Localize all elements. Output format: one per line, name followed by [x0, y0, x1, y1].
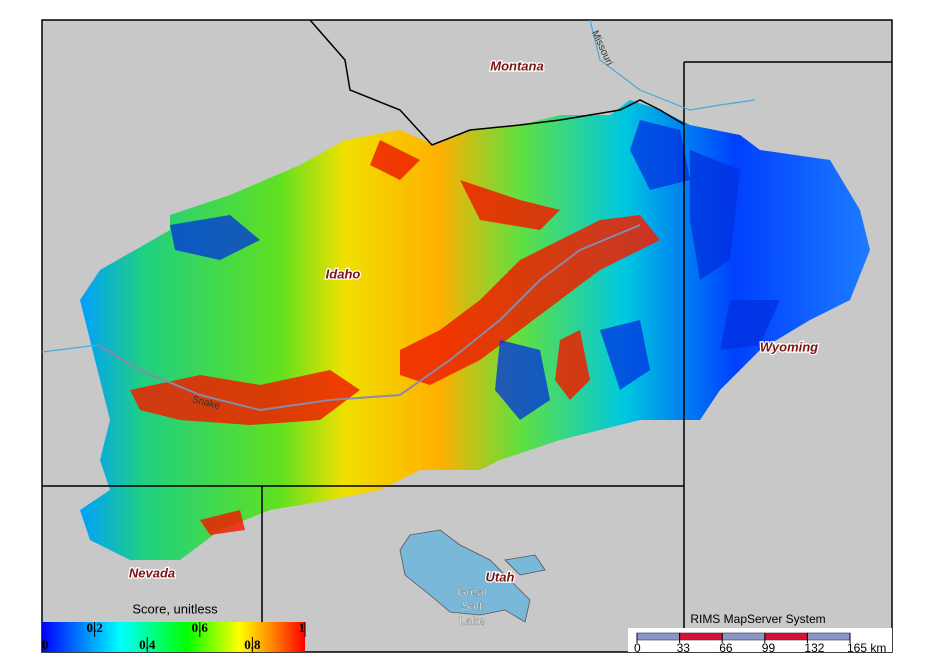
scale-label: 0: [634, 641, 641, 655]
state-label: Idaho: [326, 266, 361, 281]
legend-tick-label: 0.4: [139, 637, 156, 652]
scale-segment: [807, 632, 851, 641]
lake-label: Salt: [462, 599, 483, 613]
scale-segment: [636, 632, 680, 641]
scale-label: 66: [719, 641, 733, 655]
legend-tick-label: 0: [42, 637, 49, 652]
lake-label: Lake: [459, 614, 485, 628]
credit: RIMS MapServer System: [690, 612, 825, 626]
scale-label: 33: [677, 641, 691, 655]
scale-label: 165 km: [847, 641, 886, 655]
state-borders: [42, 19, 892, 652]
legend-tick-label: 0.6: [192, 620, 209, 635]
scale-segment: [679, 632, 723, 641]
legend-bar: [42, 622, 305, 652]
legend-tick-label: 0.8: [244, 637, 261, 652]
state-label: Utah: [486, 569, 515, 584]
lake-label: Great: [457, 585, 488, 599]
scale-label: 132: [804, 641, 824, 655]
scale-label: 99: [762, 641, 776, 655]
legend-tick-label: 1: [299, 620, 306, 635]
snake-river: [97, 224, 641, 412]
high-score-areas: [130, 140, 660, 535]
rivers: [41, 19, 756, 353]
legend-tick-label: 0.2: [86, 620, 102, 635]
state-label: Nevada: [129, 565, 175, 580]
state-label: Wyoming: [760, 339, 818, 354]
state-label: Montana: [490, 58, 543, 73]
great-salt-lake: [399, 529, 546, 623]
legend-title: Score, unitless: [132, 601, 218, 616]
scale-segment: [764, 632, 808, 641]
scale-segment: [721, 632, 766, 641]
low-score-areas: [170, 120, 780, 420]
